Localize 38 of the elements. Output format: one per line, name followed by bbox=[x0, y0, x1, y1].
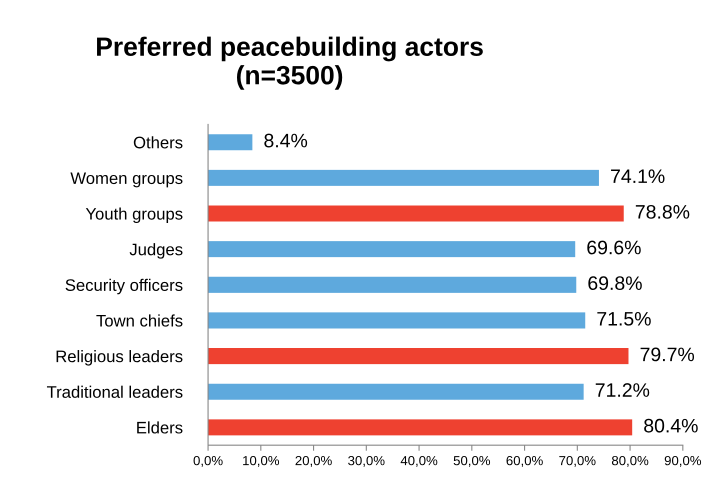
x-tick-label: 60,0% bbox=[506, 456, 543, 467]
x-tick-label: 80,0% bbox=[612, 456, 648, 467]
y-tick-label: Religious leaders bbox=[56, 350, 182, 366]
y-tick-label: Youth groups bbox=[86, 207, 182, 224]
y-tick-label: Elders bbox=[137, 421, 182, 434]
bar bbox=[208, 241, 576, 258]
x-tick-label: 50,0% bbox=[454, 456, 490, 467]
x-tick-label: 90,0% bbox=[664, 456, 702, 467]
bar bbox=[208, 276, 576, 293]
data-label: 8.4% bbox=[264, 134, 308, 148]
bar bbox=[208, 384, 584, 400]
bar bbox=[208, 348, 628, 364]
x-tick-label: 40,0% bbox=[400, 456, 438, 467]
data-label: 78.8% bbox=[636, 204, 690, 219]
bar bbox=[208, 419, 632, 436]
data-label: 80.4% bbox=[644, 418, 698, 433]
data-label: 71.5% bbox=[597, 312, 651, 326]
chart-title: Preferred peacebuilding actors (n=3500) bbox=[97, 36, 483, 90]
data-label: 71.2% bbox=[596, 383, 650, 397]
x-tick-label: 10,0% bbox=[243, 456, 280, 467]
y-tick-label: Security officers bbox=[66, 278, 182, 294]
bar bbox=[208, 134, 252, 150]
y-tick-label: Judges bbox=[130, 243, 182, 259]
y-tick-label: Town chiefs bbox=[96, 314, 182, 327]
bar bbox=[208, 205, 624, 222]
bar bbox=[208, 312, 586, 328]
y-tick-label: Traditional leaders bbox=[46, 386, 182, 398]
bar bbox=[208, 170, 599, 186]
y-tick-label: Others bbox=[134, 136, 182, 148]
data-label: 79.7% bbox=[640, 348, 694, 362]
x-tick-label: 30,0% bbox=[348, 456, 385, 467]
y-tick-label: Women groups bbox=[70, 172, 182, 188]
x-tick-label: 20,0% bbox=[296, 456, 332, 467]
x-tick-label: 0,0% bbox=[194, 456, 223, 467]
data-label: 69.6% bbox=[587, 240, 641, 254]
data-label: 74.1% bbox=[611, 169, 665, 184]
x-tick-label: 70,0% bbox=[559, 456, 596, 467]
data-label: 69.8% bbox=[588, 276, 642, 290]
